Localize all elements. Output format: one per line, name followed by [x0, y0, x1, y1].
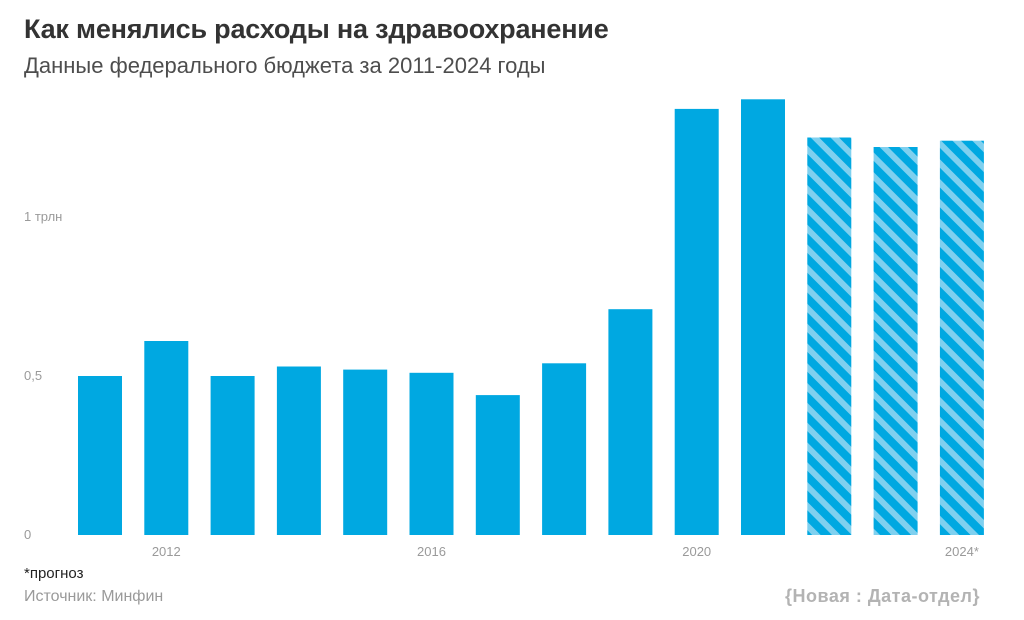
y-tick-label: 0,5: [24, 368, 42, 383]
y-axis-labels: 0 0,5 1 трлн: [24, 209, 62, 542]
x-tick-label: 2016: [417, 544, 446, 559]
y-tick-label: 1 трлн: [24, 209, 62, 224]
x-tick-label: 2012: [152, 544, 181, 559]
x-axis-labels: 2012 2016 2020 2024*: [152, 544, 979, 559]
bars: [78, 99, 984, 536]
brand-logo: {Новая : Дата-отдел}: [785, 586, 980, 606]
x-tick-label: 2024*: [945, 544, 979, 559]
bar-2020: [674, 108, 719, 536]
bar-2022-forecast: [807, 137, 852, 535]
bar-2018: [542, 363, 587, 535]
bar-2012: [144, 341, 189, 535]
chart-title: Как менялись расходы на здравоохранение: [24, 14, 609, 44]
bar-2015: [343, 369, 388, 535]
bar-2016: [409, 372, 454, 535]
bar-2017: [475, 395, 520, 535]
bar-2019: [608, 309, 653, 535]
chart-subtitle: Данные федерального бюджета за 2011-2024…: [24, 53, 546, 78]
bar-2011: [78, 376, 122, 535]
bar-2024-forecast: [939, 140, 984, 535]
bar-2021: [741, 99, 785, 536]
bar-2023-forecast: [873, 147, 918, 535]
x-tick-label: 2020: [682, 544, 711, 559]
bar-2013: [210, 376, 255, 535]
forecast-footnote: *прогноз: [24, 565, 84, 582]
bar-2014: [276, 366, 321, 535]
source-note: Источник: Минфин: [24, 588, 164, 605]
y-tick-label: 0: [24, 527, 31, 542]
